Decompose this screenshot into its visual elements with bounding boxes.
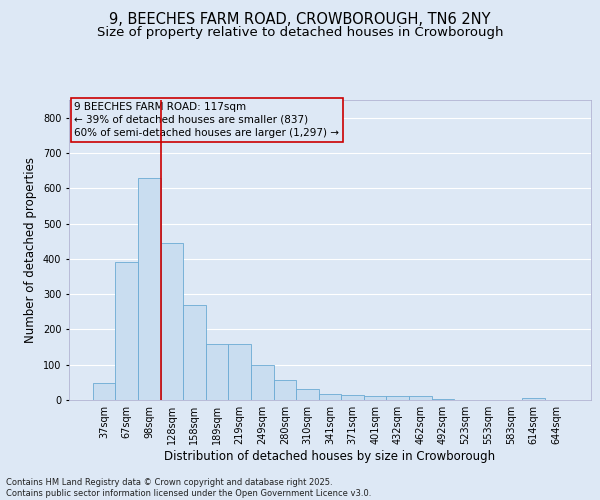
Bar [522, 398, 545, 400]
Bar [296, 390, 319, 400]
Y-axis label: Number of detached properties: Number of detached properties [25, 157, 37, 343]
Bar [93, 384, 115, 400]
Text: 9 BEECHES FARM ROAD: 117sqm
← 39% of detached houses are smaller (837)
60% of se: 9 BEECHES FARM ROAD: 117sqm ← 39% of det… [74, 102, 339, 138]
Bar [115, 262, 138, 400]
Text: 9, BEECHES FARM ROAD, CROWBOROUGH, TN6 2NY: 9, BEECHES FARM ROAD, CROWBOROUGH, TN6 2… [109, 12, 491, 28]
Bar [229, 344, 251, 400]
Text: Size of property relative to detached houses in Crowborough: Size of property relative to detached ho… [97, 26, 503, 39]
Bar [319, 394, 341, 400]
Bar [161, 243, 183, 400]
Bar [409, 396, 431, 400]
Bar [183, 304, 206, 400]
Bar [274, 380, 296, 400]
Bar [251, 366, 274, 400]
Bar [138, 178, 161, 400]
Text: Contains HM Land Registry data © Crown copyright and database right 2025.
Contai: Contains HM Land Registry data © Crown c… [6, 478, 371, 498]
Bar [341, 396, 364, 400]
Bar [206, 344, 229, 400]
Bar [386, 396, 409, 400]
X-axis label: Distribution of detached houses by size in Crowborough: Distribution of detached houses by size … [164, 450, 496, 463]
Bar [364, 396, 386, 400]
